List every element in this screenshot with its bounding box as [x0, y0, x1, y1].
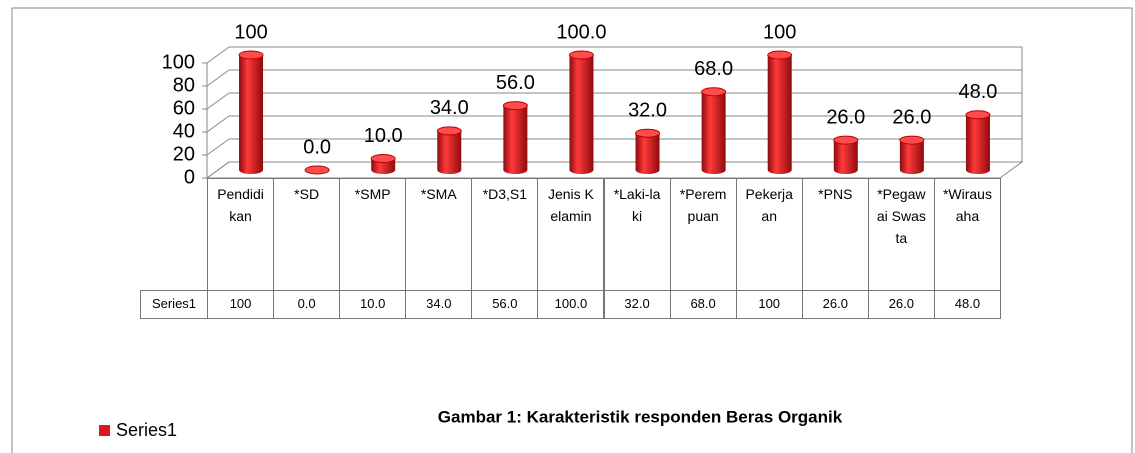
x-tick-label: *Wirausaha — [933, 178, 1001, 291]
table-value: 34.0 — [405, 290, 473, 319]
bar — [503, 105, 528, 174]
grid-line-side — [206, 92, 230, 110]
table-value: 56.0 — [471, 290, 539, 319]
value-label: 100 — [234, 21, 267, 43]
value-label: 34.0 — [430, 97, 469, 119]
x-tick-label: *SMP — [339, 178, 407, 291]
y-tick-label: 0 — [184, 166, 195, 188]
table-value: 10.0 — [339, 290, 407, 319]
y-tick-label: 60 — [173, 97, 195, 119]
bar — [437, 130, 462, 174]
table-value: 32.0 — [603, 290, 671, 319]
bar-top — [238, 50, 264, 60]
x-tick-label: Pekerjaan — [735, 178, 803, 291]
bar — [239, 55, 264, 174]
value-label: 48.0 — [958, 81, 997, 103]
legend-swatch — [99, 425, 110, 436]
bar-top — [965, 110, 991, 120]
table-value: 100.0 — [537, 290, 605, 319]
bar — [899, 140, 924, 174]
x-tick-label: *PNS — [801, 178, 869, 291]
bar — [833, 140, 858, 174]
bar-top — [899, 135, 925, 145]
legend-label: Series1 — [116, 420, 177, 440]
table-value: 26.0 — [867, 290, 935, 319]
table-value: 100 — [207, 290, 275, 319]
y-tick-label: 100 — [162, 51, 195, 73]
grid-line-side — [206, 161, 230, 179]
bar-top — [304, 165, 330, 175]
value-label: 10.0 — [364, 125, 403, 147]
bar-top — [635, 128, 661, 138]
frame — [11, 7, 1133, 453]
value-label: 26.0 — [826, 106, 865, 128]
bar-top — [436, 126, 462, 136]
x-tick-label: *Perempuan — [669, 178, 737, 291]
bar — [701, 91, 726, 174]
y-tick-label: 40 — [173, 120, 195, 142]
value-label: 56.0 — [496, 72, 535, 94]
bar-top — [370, 154, 396, 163]
table-series-cell: Series1 — [140, 290, 208, 319]
bar-top — [502, 101, 528, 111]
table-value: 0.0 — [273, 290, 341, 319]
bar — [569, 55, 594, 174]
x-tick-label: *SD — [273, 178, 341, 291]
grid-line-side — [206, 138, 230, 156]
grid-line-side — [206, 46, 230, 64]
bar — [767, 55, 792, 174]
bar — [965, 114, 990, 174]
bar-top — [568, 50, 594, 60]
x-tick-label: Jenis Kelamin — [537, 178, 605, 291]
table-value: 26.0 — [801, 290, 869, 319]
grid-line-side — [206, 69, 230, 87]
table-value: 68.0 — [669, 290, 737, 319]
grid-line-side — [206, 115, 230, 133]
x-tick-label: *Laki-laki — [603, 178, 671, 291]
x-tick-label: *SMA — [405, 178, 473, 291]
table-value: 100 — [735, 290, 803, 319]
bar-top — [701, 87, 727, 97]
x-tick-label: Pendidikan — [207, 178, 275, 291]
y-tick-label: 20 — [173, 143, 195, 165]
value-label: 68.0 — [694, 58, 733, 80]
value-label: 100 — [763, 21, 796, 43]
x-tick-label: *D3,S1 — [471, 178, 539, 291]
value-label: 100.0 — [556, 21, 606, 43]
y-tick-label: 80 — [173, 74, 195, 96]
bar — [635, 133, 660, 174]
value-label: 26.0 — [892, 106, 931, 128]
x-tick-label: *Pegawai Swasta — [867, 178, 935, 291]
table-value: 48.0 — [933, 290, 1001, 319]
bar-top — [833, 135, 859, 145]
bar-top — [767, 50, 793, 60]
value-label: 32.0 — [628, 99, 667, 121]
value-label: 0.0 — [303, 136, 331, 158]
caption: Gambar 1: Karakteristik responden Beras … — [438, 407, 843, 426]
